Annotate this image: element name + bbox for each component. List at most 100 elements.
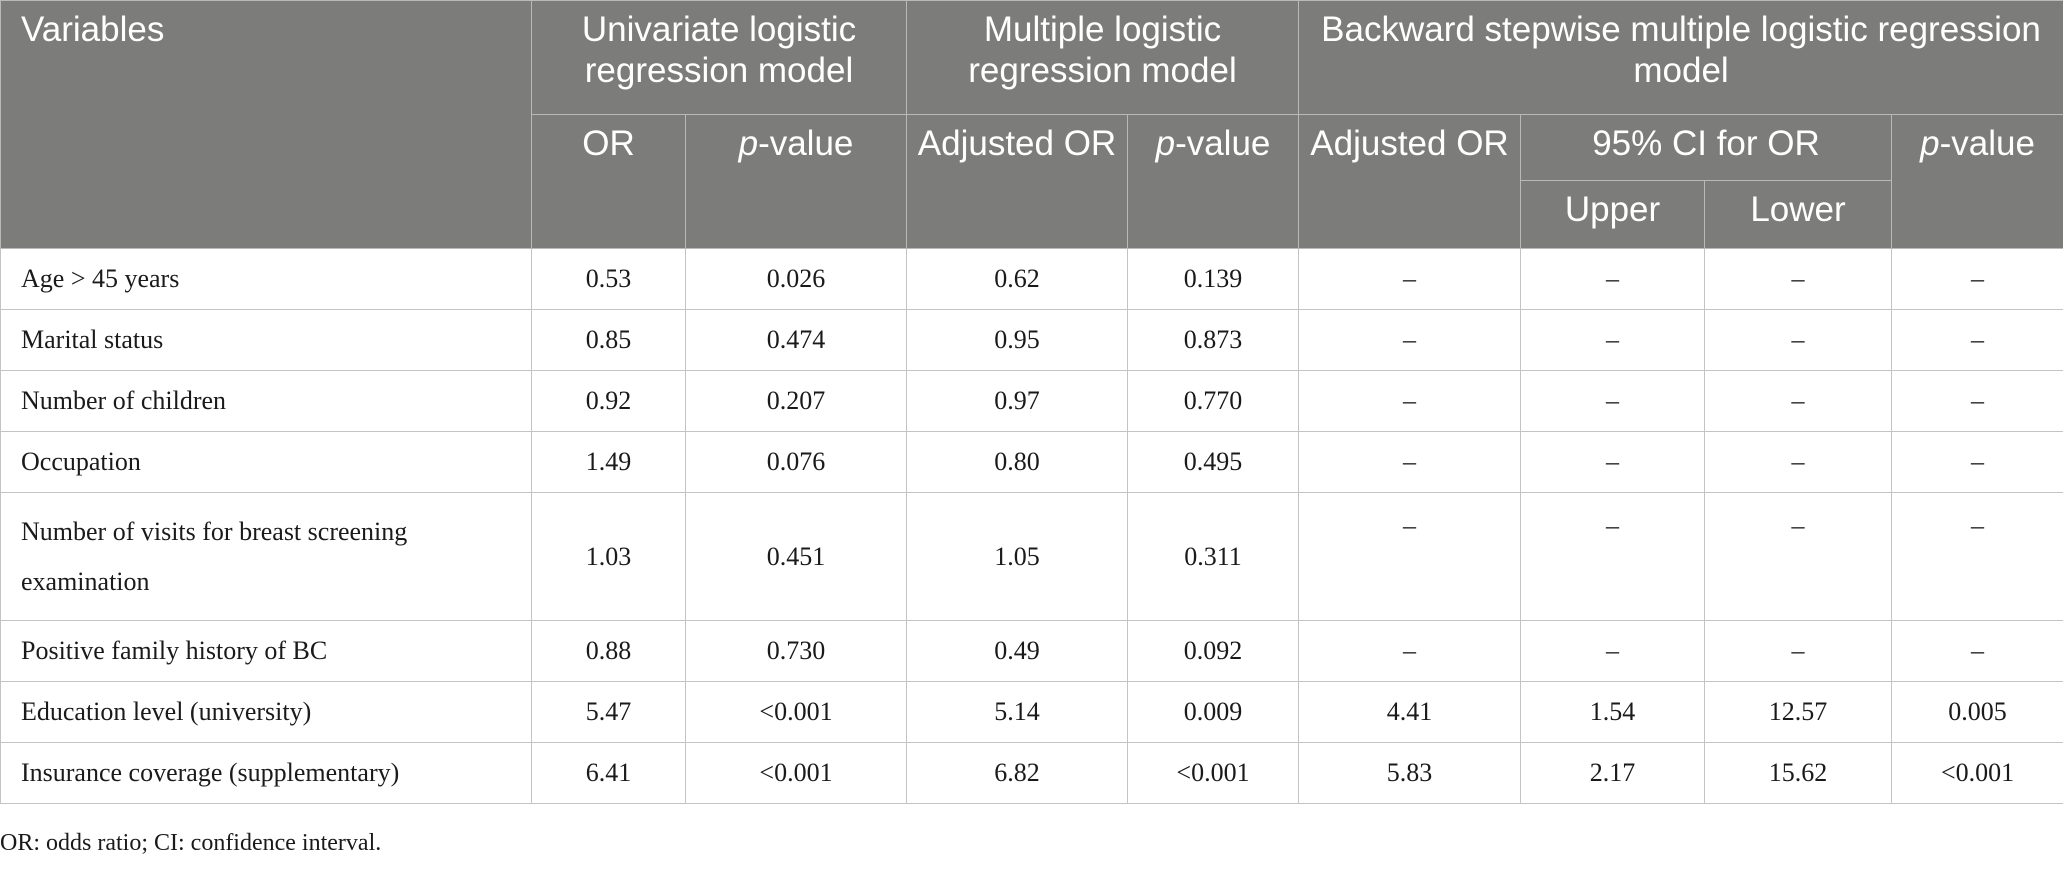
ci-lower-cell: – [1704,492,1892,621]
adjusted-or-cell: 0.95 [906,309,1128,371]
p-value-cell: 0.451 [685,492,907,621]
table-row: Positive family history of BC 0.88 0.730… [0,620,2063,682]
p-value-cell: – [1890,309,2063,371]
ci-lower-cell: – [1704,431,1892,493]
table-row: Number of visits for breast screening ex… [0,492,2063,621]
table-header: Variables Univariate logistic regression… [0,0,2063,249]
ci-lower-cell: – [1704,309,1892,371]
p-value-cell: <0.001 [685,742,907,804]
adjusted-or-cell: 1.05 [906,492,1128,621]
variable-cell: Positive family history of BC [0,620,532,682]
header-backward-stepwise: Backward stepwise multiple logistic regr… [1297,0,2063,115]
ci-lower-cell: 12.57 [1704,681,1892,743]
ci-upper-cell: – [1520,431,1705,493]
adjusted-or-cell: 4.41 [1298,681,1521,743]
p-suffix: -value [1939,124,2035,163]
p-value-cell: 0.026 [685,248,907,310]
table-body: Age > 45 years 0.53 0.026 0.62 0.139 – –… [0,248,2063,804]
adjusted-or-cell: 0.49 [906,620,1128,682]
table-row: Number of children 0.92 0.207 0.97 0.770… [0,370,2063,432]
p-suffix: -value [1175,124,1271,163]
variable-line-2: examination [21,566,150,596]
header-p-value-multiple: p-value [1127,114,1299,249]
or-cell: 5.47 [531,681,686,743]
ci-upper-cell: – [1520,492,1705,621]
ci-lower-cell: 15.62 [1704,742,1892,804]
header-variables: Variables [0,0,532,249]
header-ci-upper: Upper [1520,180,1705,249]
p-value-cell: – [1890,431,2063,493]
variable-cell: Occupation [0,431,532,493]
ci-lower-cell: – [1704,370,1892,432]
header-adjusted-or-multiple: Adjusted OR [906,114,1128,249]
p-value-cell: 0.730 [685,620,907,682]
p-value-cell: 0.092 [1127,620,1299,682]
ci-lower-cell: – [1704,248,1892,310]
p-value-cell: <0.001 [1127,742,1299,804]
or-cell: 1.49 [531,431,686,493]
adjusted-or-cell: – [1298,248,1521,310]
variable-cell: Number of children [0,370,532,432]
variable-cell: Education level (university) [0,681,532,743]
p-value-cell: – [1890,492,2063,621]
table-row: Insurance coverage (supplementary) 6.41 … [0,742,2063,804]
ci-upper-cell: – [1520,370,1705,432]
or-cell: 1.03 [531,492,686,621]
logistic-regression-table: Variables Univariate logistic regression… [0,0,2063,804]
p-italic: p [738,124,759,163]
adjusted-or-cell: 0.97 [906,370,1128,432]
adjusted-or-cell: 6.82 [906,742,1128,804]
variable-cell: Insurance coverage (supplementary) [0,742,532,804]
p-italic: p [1155,124,1176,163]
ci-upper-cell: – [1520,620,1705,682]
p-value-cell: 0.311 [1127,492,1299,621]
p-italic: p [1920,124,1940,163]
variable-line-1: Number of visits for breast screening [21,516,408,546]
or-cell: 0.53 [531,248,686,310]
p-value-cell: 0.873 [1127,309,1299,371]
table-row: Education level (university) 5.47 <0.001… [0,681,2063,743]
header-p-value-univariate: p-value [685,114,907,249]
p-value-cell: – [1890,620,2063,682]
table-row: Age > 45 years 0.53 0.026 0.62 0.139 – –… [0,248,2063,310]
adjusted-or-cell: 0.80 [906,431,1128,493]
variable-cell: Age > 45 years [0,248,532,310]
or-cell: 6.41 [531,742,686,804]
p-value-cell: – [1890,370,2063,432]
header-ci: 95% CI for OR [1520,114,1892,181]
ci-upper-cell: 1.54 [1520,681,1705,743]
header-adjusted-or-backward: Adjusted OR [1298,114,1521,249]
header-or: OR [531,114,686,249]
table-row: Occupation 1.49 0.076 0.80 0.495 – – – – [0,431,2063,493]
adjusted-or-cell: – [1298,431,1521,493]
p-value-cell: 0.009 [1127,681,1299,743]
p-value-cell: 0.770 [1127,370,1299,432]
ci-lower-cell: – [1704,620,1892,682]
adjusted-or-cell: – [1298,620,1521,682]
table-footnote: OR: odds ratio; CI: confidence interval. [0,830,382,856]
p-value-cell: <0.001 [685,681,907,743]
adjusted-or-cell: 5.14 [906,681,1128,743]
adjusted-or-cell: – [1298,370,1521,432]
ci-upper-cell: – [1520,309,1705,371]
or-cell: 0.85 [531,309,686,371]
ci-upper-cell: – [1520,248,1705,310]
header-ci-lower: Lower [1704,180,1892,249]
adjusted-or-cell: – [1298,309,1521,371]
p-value-cell: – [1890,248,2063,310]
p-value-cell: 0.207 [685,370,907,432]
adjusted-or-cell: – [1298,492,1521,621]
p-value-cell: <0.001 [1890,742,2063,804]
p-value-cell: 0.474 [685,309,907,371]
p-value-cell: 0.076 [685,431,907,493]
ci-upper-cell: 2.17 [1520,742,1705,804]
adjusted-or-cell: 5.83 [1298,742,1521,804]
adjusted-or-cell: 0.62 [906,248,1128,310]
p-value-cell: 0.139 [1127,248,1299,310]
or-cell: 0.88 [531,620,686,682]
or-cell: 0.92 [531,370,686,432]
header-multiple: Multiple logistic regression model [906,0,1299,115]
p-value-cell: 0.495 [1127,431,1299,493]
p-suffix: -value [758,124,854,163]
regression-table-container: Variables Univariate logistic regression… [0,0,2063,804]
